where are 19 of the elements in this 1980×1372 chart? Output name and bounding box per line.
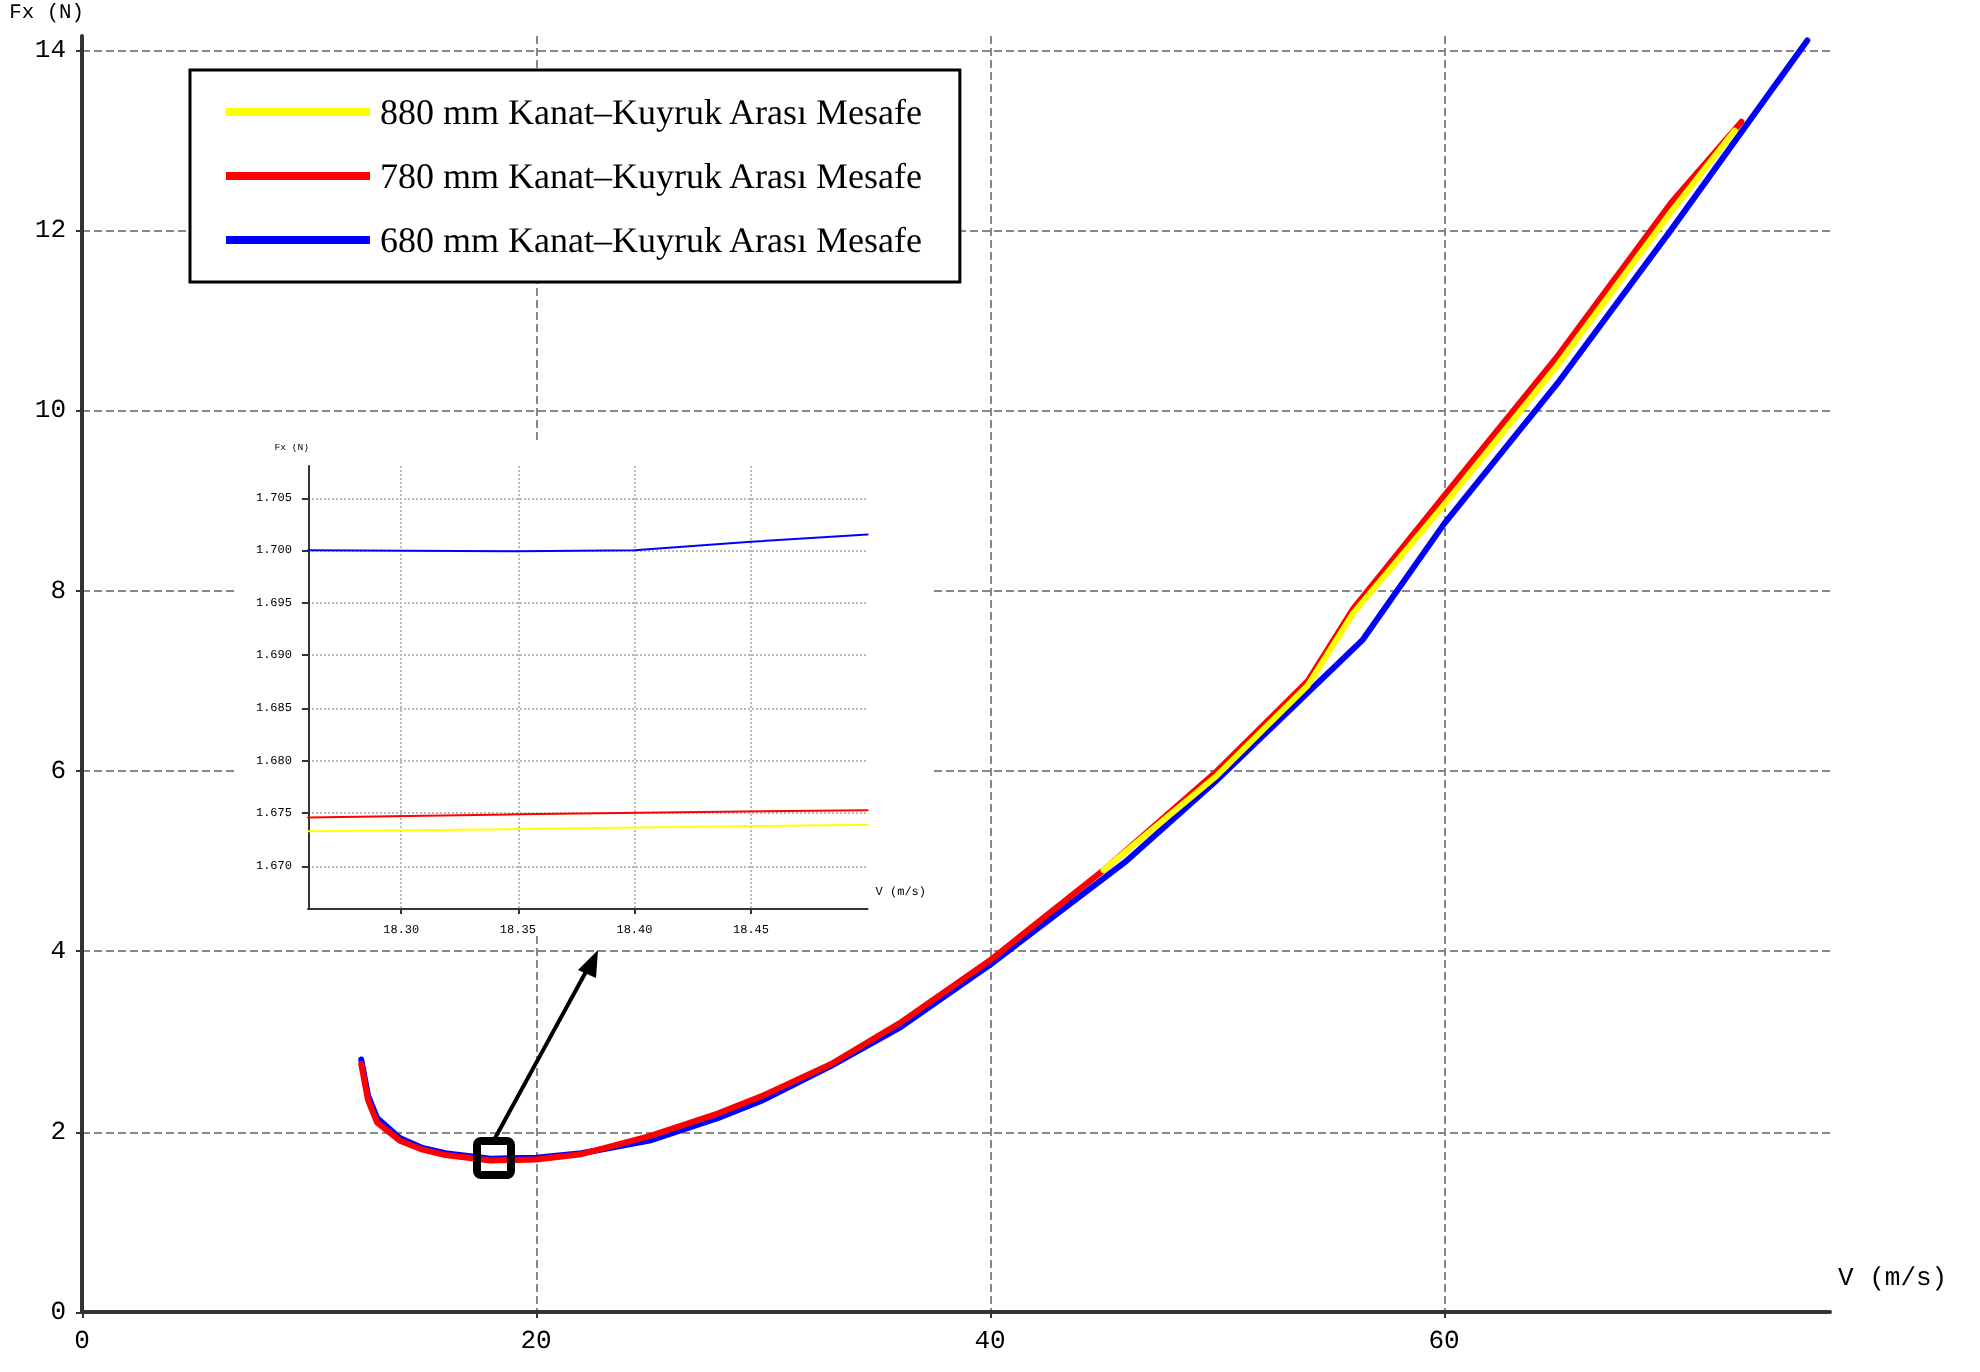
y-axis-title: Fx (N) — [9, 2, 85, 26]
y-tick-label: 10 — [34, 395, 66, 426]
x-tick-label: 40 — [974, 1326, 1006, 1356]
x-axis-title: V (m/s) — [1838, 1263, 1948, 1294]
legend-label: 880 mm Kanat–Kuyruk Arası Mesafe — [380, 92, 922, 132]
x-tick-label: 60 — [1428, 1326, 1460, 1356]
y-tick-label: 0 — [50, 1297, 66, 1327]
legend-label: 780 mm Kanat–Kuyruk Arası Mesafe — [380, 156, 922, 196]
y-tick-label: 14 — [34, 34, 67, 65]
legend-label: 680 mm Kanat–Kuyruk Arası Mesafe — [380, 220, 922, 260]
line-series — [307, 533, 869, 553]
y-tick-label: 12 — [34, 214, 66, 245]
x-tick-label: 0 — [74, 1326, 90, 1356]
x-tick-label: 20 — [520, 1326, 552, 1356]
y-tick-label: 6 — [50, 755, 66, 786]
line-series — [1100, 127, 1738, 874]
y-tick-label: 8 — [50, 575, 66, 606]
y-tick-label: 4 — [50, 936, 67, 967]
y-tick-label: 2 — [50, 1116, 66, 1147]
